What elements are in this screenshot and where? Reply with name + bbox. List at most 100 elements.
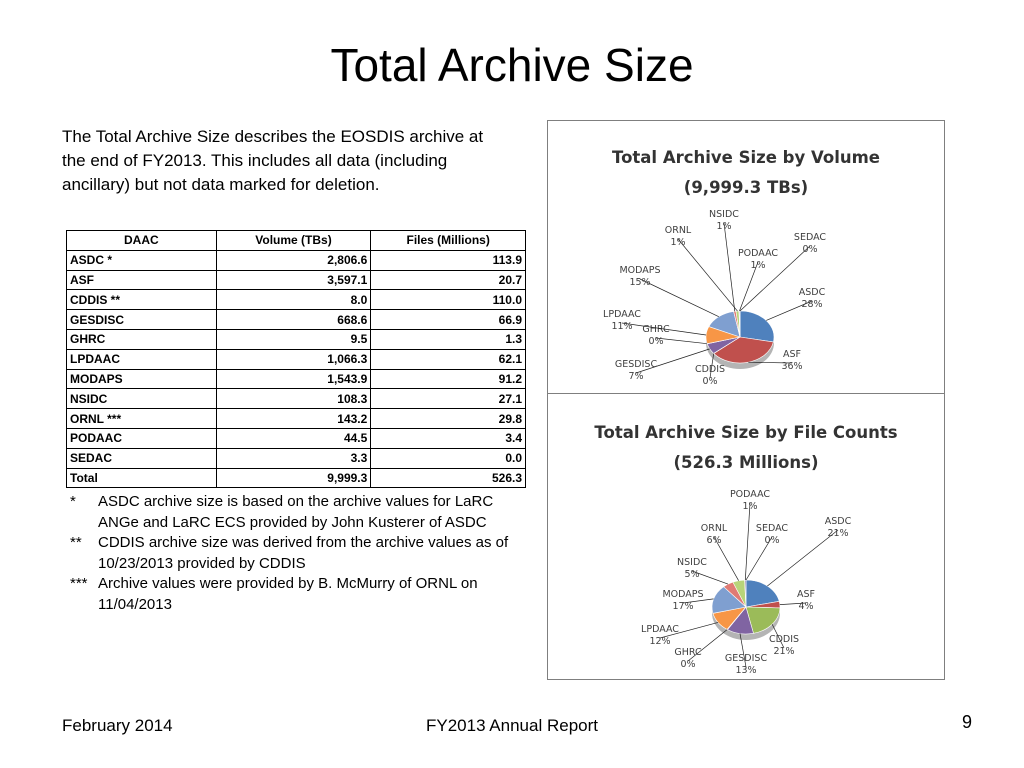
cell-volume: 668.6 [215,309,372,330]
leader-line [723,222,736,312]
page-number: 9 [961,712,972,732]
pie-slice-asdc [745,579,780,608]
footnote-text: ASDC archive size is based on the archiv… [98,493,494,531]
chart-title: Total Archive Size by Volume [612,148,880,167]
cell-volume: 1,066.3 [215,348,372,370]
header-volume: Volume (TBs) [215,230,372,251]
pie-chart-volume: Total Archive Size by Volume (9,999.3 TBs… [603,148,880,387]
cell-volume: 108.3 [215,388,372,410]
cell-volume: 9.5 [215,328,372,350]
chart-subtitle: (9,999.3 TBs) [684,178,808,197]
slice-label-asf: ASF 36% [781,349,802,372]
pie-slice-cddis [745,606,781,634]
leader-line [771,624,785,649]
slice-label-gesdisc: GESDISC 13% [725,653,768,676]
chart-divider [548,393,944,394]
leader-line [621,322,707,336]
leader-line [713,536,739,581]
cell-daac: LPDAAC [66,348,217,370]
slice-label-podaac: PODAAC 1% [738,248,778,271]
cell-volume: 3.3 [215,447,372,469]
leader-line [639,278,719,317]
slice-label-lpdaac: LPDAAC 11% [603,309,641,332]
chart-title: Total Archive Size by File Counts [594,423,897,442]
cell-volume: 1,543.9 [215,368,372,390]
slice-label-gesdisc: GESDISC 7% [615,359,658,382]
cell-daac: ASDC * [66,249,217,271]
slice-label-ornl: ORNL 6% [701,523,728,546]
chart-subtitle: (526.3 Millions) [674,453,819,472]
pie-slice-asdc [739,310,775,343]
cell-files: 3.4 [370,427,526,449]
leader-line [709,353,715,379]
table-total-row: Total 9,999.3 526.3 [66,467,526,489]
archive-table: DAAC Volume (TBs) Files (Millions) ASDC … [66,230,526,489]
slice-label-modaps: MODAPS 15% [619,265,660,288]
slice-label-asdc: ASDC 21% [825,516,852,539]
slice-label-ghrc: GHRC 0% [642,324,670,347]
footnotes: * ASDC archive size is based on the archi… [70,492,530,615]
cell-volume: 8.0 [215,289,372,311]
table-row: GHRC 9.5 1.3 [66,328,526,350]
slice-label-nsidc: NSIDC 5% [677,557,707,580]
slice-label-cddis: CDDIS 21% [769,634,799,657]
cell-daac: ORNL *** [66,408,217,429]
slice-label-podaac: PODAAC 1% [730,489,770,512]
table-row: LPDAAC 1,066.3 62.1 [66,348,526,370]
cell-files: 27.1 [370,388,526,410]
footnote: * ASDC archive size is based on the archi… [70,492,530,533]
cell-daac: NSIDC [66,388,217,410]
leader-line [739,245,811,312]
slice-label-asdc: ASDC 28% [799,287,826,310]
cell-daac: PODAAC [66,427,217,449]
footnote: *** Archive values were provided by B. Mc… [70,574,530,615]
leader-line [687,629,728,662]
footnote-mark: ** [70,534,82,551]
slice-label-cddis: CDDIS 0% [695,364,725,387]
cell-daac: CDDIS ** [66,289,217,311]
table-row: SEDAC 3.3 0.0 [66,447,526,469]
slice-label-ornl: ORNL 1% [665,225,692,248]
cell-files: 110.0 [370,289,526,311]
cell-files: 1.3 [370,328,526,350]
pie-slice-asf [713,336,774,364]
leader-line [779,602,807,605]
cell-files: 62.1 [370,348,526,370]
footer-date: February 2014 [62,716,173,735]
footnote-mark: * [70,493,76,510]
leader-line [655,337,708,345]
leader-line [659,622,719,639]
header-files: Files (Millions) [370,230,526,251]
leader-line [745,536,773,581]
cell-files: 20.7 [370,269,526,291]
slide-title: Total Archive Size [330,39,694,91]
slice-label-modaps: MODAPS 17% [662,589,703,612]
table-row: CDDIS ** 8.0 110.0 [66,289,526,311]
charts-panel: Total Archive Size by Volume (9,999.3 TBs… [547,120,945,680]
leader-line [682,598,714,604]
slice-label-sedac: SEDAC 0% [794,232,827,255]
table-row: ASDC * 2,806.6 113.9 [66,249,526,271]
cell-files: 0.0 [370,447,526,469]
slice-label-ghrc: GHRC 0% [674,647,702,670]
cell-daac: SEDAC [66,447,217,469]
leader-line [635,348,710,374]
footer-report: FY2013 Annual Report [425,716,598,735]
leader-line [748,361,793,364]
leader-line [767,529,839,587]
header-daac: DAAC [66,230,217,251]
slice-label-asf: ASF 4% [797,589,815,612]
cell-volume: 9,999.3 [215,467,372,489]
cell-daac: ASF [66,269,217,291]
cell-files: 66.9 [370,309,526,330]
cell-daac: GHRC [66,328,217,350]
intro-text: The Total Archive Size describes the EOS… [62,127,484,194]
table-row: NSIDC 108.3 27.1 [66,388,526,410]
leader-line [739,633,747,668]
cell-daac: Total [66,467,217,489]
footnote-text: CDDIS archive size was derived from the … [98,534,509,572]
table-row: ASF 3,597.1 20.7 [66,269,526,291]
table-row: GESDISC 668.6 66.9 [66,309,526,330]
pie-chart-file-counts: Total Archive Size by File Counts (526.3 … [594,423,897,676]
cell-daac: GESDISC [66,309,217,330]
